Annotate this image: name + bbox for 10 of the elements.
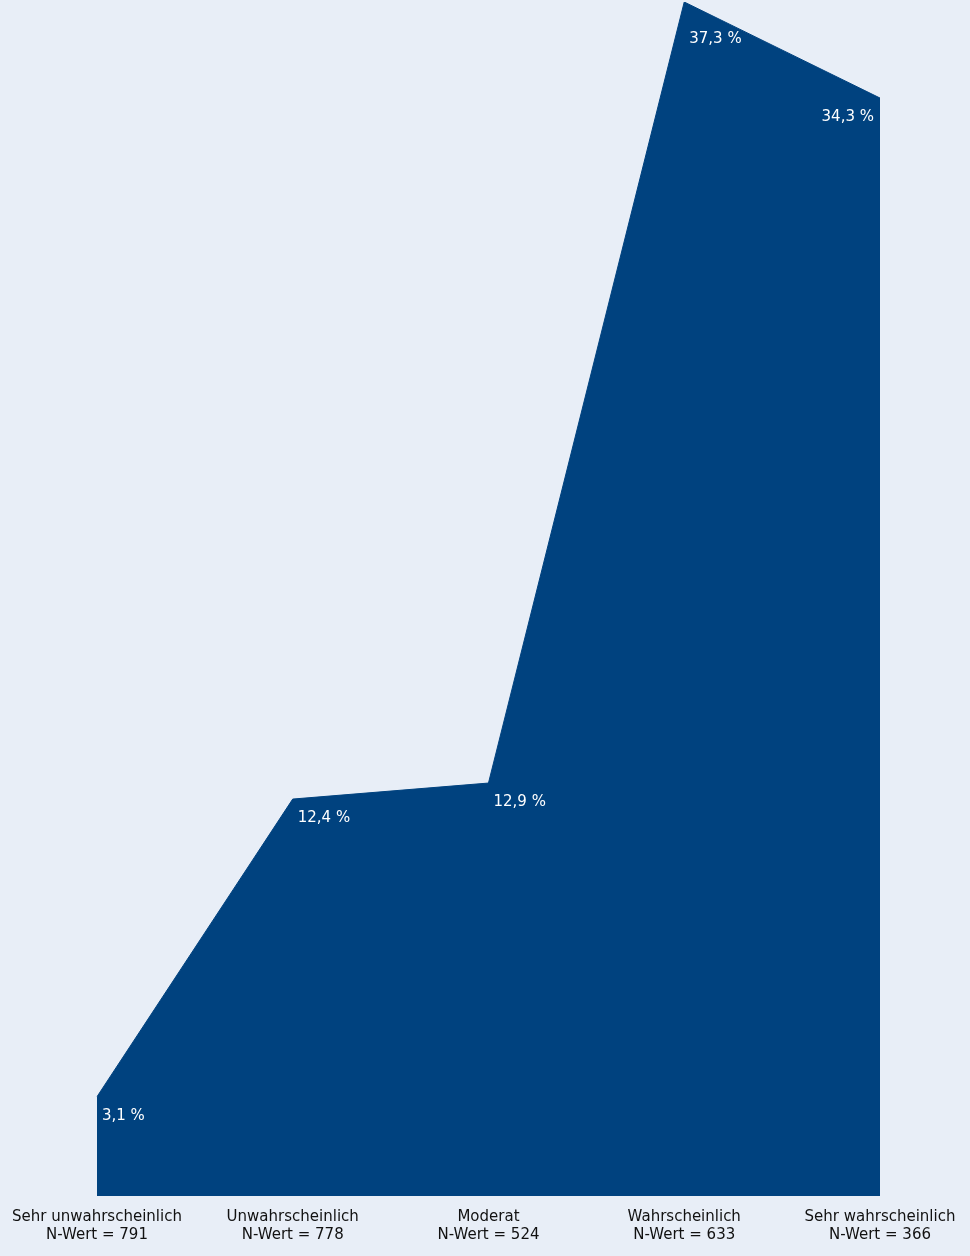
data-label: 37,3 %	[689, 29, 742, 48]
x-tick-label: Sehr unwahrscheinlich N-Wert = 791	[12, 1206, 182, 1243]
x-tick-label: Unwahrscheinlich N-Wert = 778	[226, 1206, 359, 1243]
x-tick-label: Wahrscheinlich N-Wert = 633	[627, 1206, 741, 1243]
data-label: 12,9 %	[493, 792, 546, 811]
data-label: 12,4 %	[297, 808, 351, 827]
x-tick-label: Sehr wahrscheinlich N-Wert = 366	[804, 1206, 956, 1243]
data-label: 34,3 %	[821, 107, 874, 126]
data-label: 3,1 %	[101, 1106, 145, 1125]
x-tick-label: Moderat N-Wert = 524	[437, 1206, 540, 1243]
